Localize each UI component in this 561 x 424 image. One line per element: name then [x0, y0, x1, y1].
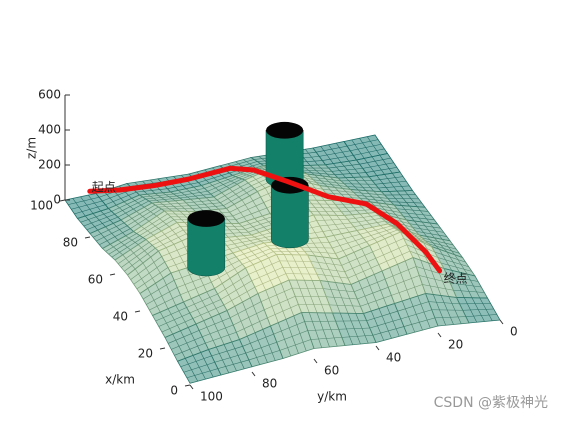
y-tick [500, 320, 503, 324]
obstacle-body [188, 219, 225, 276]
y-tick-label: 0 [510, 325, 518, 339]
obstacle-body [271, 185, 308, 248]
y-tick-label: 60 [324, 364, 339, 378]
z-axis-label: z/m [25, 137, 39, 159]
x-tick [110, 274, 115, 275]
y-axis-label: y/km [317, 390, 347, 404]
y-tick [252, 372, 255, 376]
watermark: CSDN @紫极神光 [434, 395, 548, 411]
y-tick-label: 80 [262, 377, 277, 391]
obstacle-top [188, 210, 225, 227]
z-tick-label: 200 [38, 158, 61, 172]
end-label: 终点 [444, 270, 468, 285]
x-tick-label: 100 [30, 199, 53, 213]
z-tick-label: 400 [38, 123, 61, 137]
obstacle [188, 210, 225, 276]
z-tick-label: 0 [53, 193, 61, 207]
x-tick-label: 0 [170, 384, 178, 398]
x-tick-label: 80 [63, 236, 78, 250]
x-tick [135, 311, 140, 312]
y-tick [376, 346, 379, 350]
x-tick [85, 237, 90, 238]
y-tick-label: 20 [448, 338, 463, 352]
y-tick [438, 333, 441, 337]
y-tick-label: 100 [200, 390, 223, 404]
y-tick [314, 359, 317, 363]
x-tick [160, 348, 165, 349]
y-tick [190, 385, 193, 389]
obstacle-top [266, 122, 303, 139]
z-tick-label: 600 [38, 88, 61, 102]
x-tick [185, 385, 190, 386]
start-label: 起点 [92, 180, 116, 194]
x-axis-label: x/km [105, 373, 135, 387]
x-tick-label: 60 [88, 273, 103, 287]
y-tick-label: 40 [386, 351, 401, 365]
x-tick-label: 20 [138, 347, 153, 361]
x-tick-label: 40 [113, 310, 128, 324]
